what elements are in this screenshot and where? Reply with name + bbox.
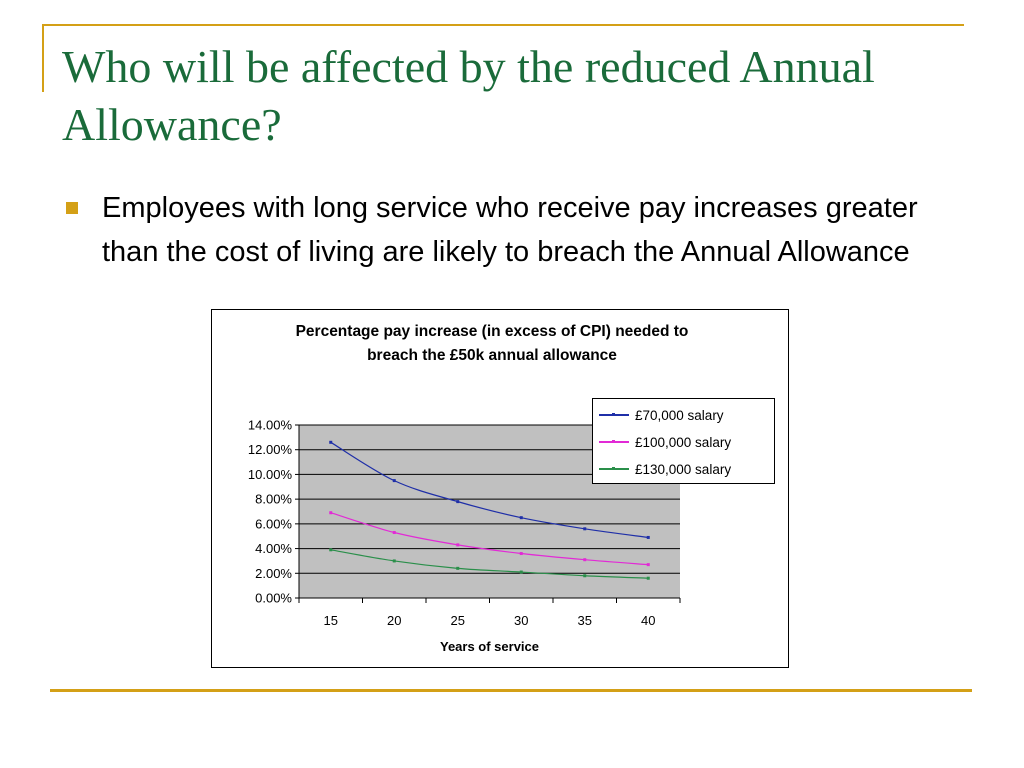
legend-label-70k: £70,000 salary — [635, 407, 724, 423]
data-point — [329, 511, 333, 515]
y-tick-label: 4.00% — [255, 541, 292, 556]
data-point — [583, 574, 587, 578]
bullet-text: Employees with long service who receive … — [102, 192, 918, 268]
y-tick-label: 12.00% — [248, 442, 293, 457]
data-point — [519, 516, 523, 520]
legend-swatch-100k — [599, 440, 629, 443]
x-tick-label: 15 — [324, 613, 338, 628]
data-point — [329, 548, 333, 552]
data-point — [583, 527, 587, 531]
legend-swatch-130k — [599, 467, 629, 470]
chart-container: 0.00% 2.00% 4.00% 6.00% 8.00% 10.00% 12.00% 14.… — [211, 309, 789, 668]
y-tick-label: 0.00% — [255, 591, 292, 606]
x-tick-label: 30 — [514, 613, 528, 628]
chart-title: Percentage pay increase (in excess of CP… — [295, 323, 689, 364]
x-axis-title: Years of service — [440, 639, 539, 654]
data-point — [646, 576, 650, 580]
legend-item-130k: £130,000 salary — [599, 459, 731, 479]
legend-swatch-70k — [599, 413, 629, 416]
y-tick-label: 14.00% — [248, 418, 293, 433]
x-tick-label: 35 — [578, 613, 592, 628]
y-tick-label: 8.00% — [255, 492, 292, 507]
frame-left-line — [42, 24, 44, 92]
data-point — [646, 563, 650, 567]
legend-label-100k: £100,000 salary — [635, 434, 732, 450]
data-point — [646, 535, 650, 539]
data-point — [329, 440, 333, 444]
legend-label-130k: £130,000 salary — [635, 461, 732, 477]
data-point — [456, 566, 460, 570]
x-tick-label: 20 — [387, 613, 401, 628]
x-tick-label: 25 — [451, 613, 465, 628]
legend-item-70k: £70,000 salary — [599, 405, 724, 425]
data-point — [519, 570, 523, 574]
data-point — [583, 558, 587, 562]
chart-legend: £70,000 salary £100,000 salary £130,000 … — [592, 398, 775, 484]
data-point — [392, 479, 396, 483]
data-point — [392, 559, 396, 563]
data-point — [519, 552, 523, 556]
data-point — [456, 543, 460, 547]
y-tick-label: 10.00% — [248, 467, 293, 482]
frame-top-line — [42, 24, 964, 26]
x-tick-label: 40 — [641, 613, 655, 628]
data-point — [392, 531, 396, 535]
legend-item-100k: £100,000 salary — [599, 432, 731, 452]
data-point — [456, 500, 460, 504]
series-line-0 — [330, 441, 649, 539]
square-bullet-icon — [66, 202, 78, 214]
series-line-2 — [330, 549, 649, 579]
y-tick-label: 6.00% — [255, 516, 292, 531]
slide-title: Who will be affected by the reduced Annu… — [62, 41, 875, 150]
frame-bottom-line — [50, 689, 972, 692]
y-tick-label: 2.00% — [255, 566, 292, 581]
